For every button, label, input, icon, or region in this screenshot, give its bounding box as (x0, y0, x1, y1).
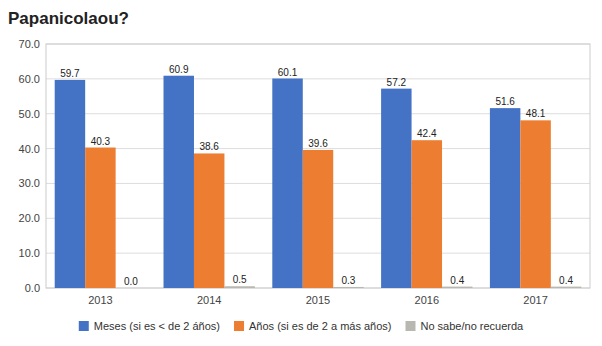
bar (551, 287, 581, 288)
bar (412, 140, 442, 288)
bar (116, 288, 146, 289)
bars (55, 76, 582, 288)
legend: Meses (si es < de 2 áños) Años (si es de … (79, 320, 524, 332)
bar (224, 286, 254, 288)
chart: Papanicolaou? 0.0 10.0 20.0 30.0 40.0 50.0 60.0… (0, 0, 602, 346)
plot-frame (46, 44, 590, 288)
data-label: 0.3 (342, 275, 356, 286)
data-label: 51.6 (495, 96, 515, 107)
bar (381, 89, 411, 288)
legend-swatch (234, 321, 244, 331)
x-tick-label: 2013 (88, 294, 112, 306)
bar (85, 148, 115, 288)
bar (520, 120, 550, 288)
legend-label: No sabe/no recuerda (421, 320, 525, 332)
bar (272, 79, 302, 288)
x-tick-label: 2016 (415, 294, 439, 306)
y-tick-label: 20.0 (19, 212, 40, 224)
y-tick-label: 50.0 (19, 108, 40, 120)
y-tick-label: 10.0 (19, 247, 40, 259)
bar (303, 150, 333, 288)
data-label: 38.6 (199, 141, 219, 152)
data-label: 59.7 (60, 68, 80, 79)
legend-swatch (406, 321, 416, 331)
data-label: 60.9 (169, 64, 189, 75)
data-label: 0.0 (124, 276, 138, 287)
y-tick-label: 0.0 (25, 282, 40, 294)
data-label: 0.5 (233, 274, 247, 285)
x-tick-label: 2017 (523, 294, 547, 306)
x-tick-label: 2015 (306, 294, 330, 306)
y-tick-label: 70.0 (19, 38, 40, 50)
bar (55, 80, 85, 288)
y-tick-label: 30.0 (19, 177, 40, 189)
data-label: 0.4 (559, 275, 573, 286)
legend-item: Meses (si es < de 2 áños) (79, 320, 220, 332)
grid-line (46, 78, 590, 79)
y-tick-label: 40.0 (19, 143, 40, 155)
x-tick-label: 2014 (197, 294, 221, 306)
bar (333, 287, 363, 288)
data-label: 0.4 (450, 275, 464, 286)
title: Papanicolaou? (8, 9, 129, 28)
y-tick-label: 60.0 (19, 73, 40, 85)
data-label: 39.6 (308, 138, 328, 149)
bar (194, 153, 224, 288)
data-label: 57.2 (387, 77, 407, 88)
data-label: 48.1 (526, 108, 546, 119)
legend-item: No sabe/no recuerda (406, 320, 525, 332)
grid (46, 44, 590, 288)
bar (490, 108, 520, 288)
legend-label: Años (si es de 2 a más años) (249, 320, 391, 332)
legend-label: Meses (si es < de 2 áños) (94, 320, 220, 332)
legend-swatch (79, 321, 89, 331)
legend-item: Años (si es de 2 a más años) (234, 320, 391, 332)
data-label: 42.4 (417, 128, 437, 139)
bar (164, 76, 194, 288)
data-label: 60.1 (278, 67, 298, 78)
data-label: 40.3 (91, 136, 111, 147)
bar (442, 287, 472, 288)
